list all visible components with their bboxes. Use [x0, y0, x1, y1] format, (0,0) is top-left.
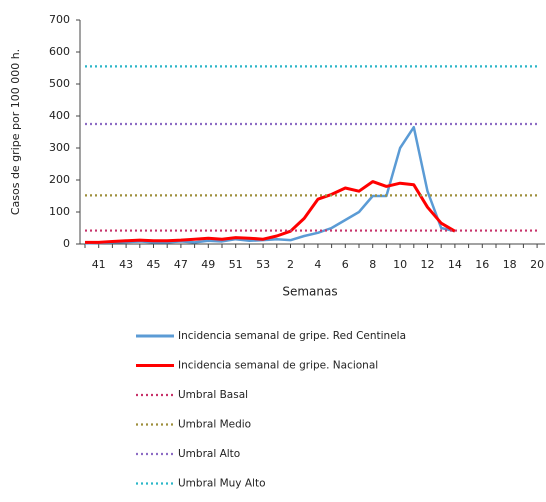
x-tick-label: 8: [369, 258, 376, 271]
x-tick-label: 41: [92, 258, 106, 271]
x-tick-label: 14: [448, 258, 462, 271]
legend-label: Umbral Basal: [178, 389, 248, 401]
x-tick-label: 18: [503, 258, 517, 271]
y-tick-label: 0: [63, 237, 70, 250]
series-line: [84, 125, 456, 245]
legend-label: Umbral Muy Alto: [178, 478, 266, 490]
x-tick-label: 10: [393, 258, 407, 271]
x-tick-label: 4: [314, 258, 321, 271]
x-tick-label: 2: [287, 258, 294, 271]
x-tick-label: 16: [475, 258, 489, 271]
x-tick-label: 45: [147, 258, 161, 271]
y-tick-label: 100: [49, 205, 70, 218]
y-tick-label: 500: [49, 77, 70, 90]
x-tick-label: 53: [256, 258, 270, 271]
series-line: [85, 180, 456, 244]
x-tick-label: 12: [421, 258, 435, 271]
x-tick-label: 51: [229, 258, 243, 271]
y-tick-label: 700: [49, 13, 70, 26]
x-tick-label: 43: [119, 258, 133, 271]
x-tick-label: 47: [174, 258, 188, 271]
y-tick-label: 200: [49, 173, 70, 186]
y-tick-label: 400: [49, 109, 70, 122]
x-tick-label: 20: [530, 258, 544, 271]
x-tick-label: 49: [201, 258, 215, 271]
x-tick-label: 6: [342, 258, 349, 271]
y-tick-label: 600: [49, 45, 70, 58]
y-tick-label: 300: [49, 141, 70, 154]
legend-label: Incidencia semanal de gripe. Red Centine…: [178, 330, 406, 342]
x-axis-label: Semanas: [282, 285, 337, 299]
legend-label: Umbral Medio: [178, 419, 251, 431]
legend-label: Umbral Alto: [178, 448, 240, 460]
legend-label: Incidencia semanal de gripe. Nacional: [178, 360, 378, 372]
y-axis-label: Casos de gripe por 100 000 h.: [9, 49, 22, 215]
